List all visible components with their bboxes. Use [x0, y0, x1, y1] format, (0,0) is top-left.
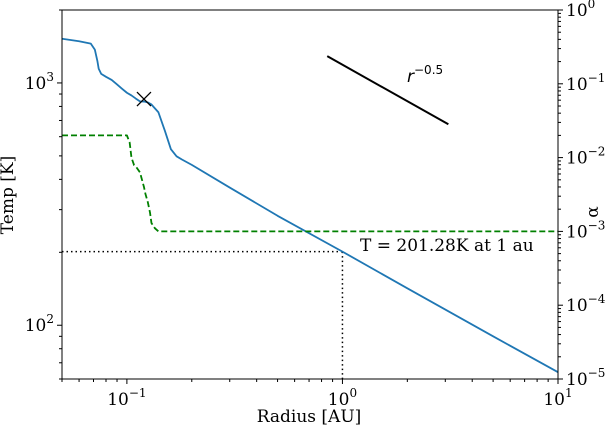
x-tick-label: 10−1 [107, 386, 146, 410]
y2-tick-label: 10−5 [566, 366, 605, 390]
x-tick-label: 100 [328, 386, 357, 410]
reference-slope-label: r−0.5 [407, 63, 443, 87]
x-tick-label: 101 [543, 386, 572, 410]
y2-tick-label: 10−1 [566, 71, 605, 95]
data-marker-x [136, 91, 152, 107]
y2-tick-label: 10−2 [566, 145, 605, 169]
y-tick-label: 102 [25, 312, 54, 336]
y2-tick-label: 10−3 [566, 218, 605, 242]
y2-tick-label: 100 [566, 0, 595, 21]
plot-frame [61, 9, 559, 380]
y2-tick-label: 10−4 [566, 292, 606, 316]
temperature-annotation: T = 201.28K at 1 au [360, 236, 534, 256]
y-axis-label: Temp [K] [0, 156, 18, 234]
series-line-alpha [62, 134, 558, 233]
plot-layer: r−0.5 [62, 37, 558, 379]
y-tick-label: 103 [25, 70, 54, 94]
y2-axis-label: α [583, 206, 603, 218]
axes-layer: 10−1 100 101 102 103 10−5 10−4 10−3 10−2 10−1 100 [25, 0, 606, 410]
x-axis-label: Radius [AU] [257, 407, 362, 427]
reference-slope-line [326, 55, 449, 126]
